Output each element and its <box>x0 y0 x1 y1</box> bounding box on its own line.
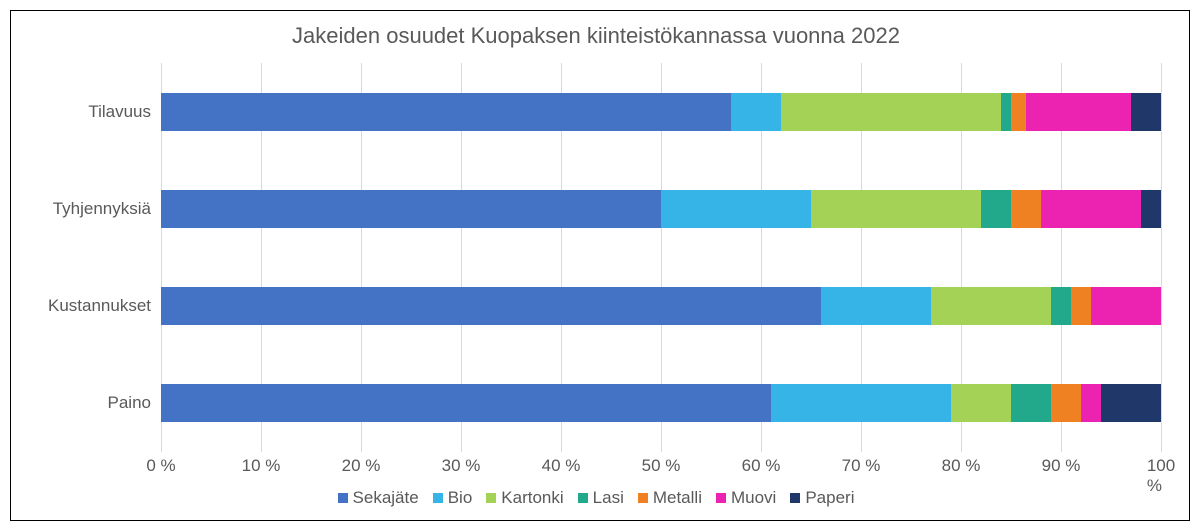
y-axis-labels: Tilavuus Tyhjennyksiä Kustannukset Paino <box>31 63 161 452</box>
y-axis-label: Tyhjennyksiä <box>31 199 151 219</box>
bar-segment <box>771 384 951 422</box>
bar-segment <box>1131 93 1161 131</box>
legend-swatch <box>433 493 443 503</box>
x-axis-spacer <box>31 456 161 480</box>
bar-segment <box>731 93 781 131</box>
bar-row <box>161 93 1161 131</box>
legend-item: Paperi <box>790 488 854 508</box>
bar-segment <box>1011 190 1041 228</box>
bar-segment <box>811 190 981 228</box>
legend-item: Muovi <box>716 488 776 508</box>
legend-swatch <box>578 493 588 503</box>
bar-segment <box>981 190 1011 228</box>
legend-label: Sekajäte <box>353 488 419 508</box>
chart-frame: Jakeiden osuudet Kuopaksen kiinteistökan… <box>10 10 1190 521</box>
bars-region <box>161 63 1161 452</box>
plot-area: Tilavuus Tyhjennyksiä Kustannukset Paino <box>31 63 1161 452</box>
y-axis-label: Paino <box>31 393 151 413</box>
y-axis-label: Kustannukset <box>31 296 151 316</box>
legend-label: Paperi <box>805 488 854 508</box>
bar-segment <box>1091 287 1161 325</box>
bar-row <box>161 190 1161 228</box>
x-axis-tick: 50 % <box>642 456 681 476</box>
x-axis-tick: 100 % <box>1147 456 1175 496</box>
bar-segment <box>161 93 731 131</box>
bar-segment <box>1041 190 1141 228</box>
bar-segment <box>1081 384 1101 422</box>
x-axis-tick: 70 % <box>842 456 881 476</box>
bar-segment <box>1141 190 1161 228</box>
chart-title: Jakeiden osuudet Kuopaksen kiinteistökan… <box>31 23 1161 49</box>
bar-segment <box>781 93 1001 131</box>
bars <box>161 63 1161 452</box>
x-axis: 0 %10 %20 %30 %40 %50 %60 %70 %80 %90 %1… <box>31 456 1161 480</box>
legend-label: Kartonki <box>501 488 563 508</box>
x-axis-tick: 80 % <box>942 456 981 476</box>
bar-segment <box>661 190 811 228</box>
bar-segment <box>931 287 1051 325</box>
plot: Tilavuus Tyhjennyksiä Kustannukset Paino 0 … <box>31 63 1161 508</box>
bar-segment <box>1026 93 1131 131</box>
x-axis-tick: 0 % <box>146 456 175 476</box>
legend-swatch <box>790 493 800 503</box>
x-axis-tick: 20 % <box>342 456 381 476</box>
bar-segment <box>951 384 1011 422</box>
bar-segment <box>1051 384 1081 422</box>
legend-label: Muovi <box>731 488 776 508</box>
bar-segment <box>161 384 771 422</box>
bar-segment <box>161 287 821 325</box>
x-axis-tick: 10 % <box>242 456 281 476</box>
legend-swatch <box>716 493 726 503</box>
legend-label: Bio <box>448 488 473 508</box>
bar-segment <box>1071 287 1091 325</box>
legend-item: Lasi <box>578 488 624 508</box>
legend-swatch <box>338 493 348 503</box>
bar-row <box>161 384 1161 422</box>
legend-item: Sekajäte <box>338 488 419 508</box>
legend-swatch <box>486 493 496 503</box>
gridline <box>1161 63 1162 452</box>
x-axis-tick: 30 % <box>442 456 481 476</box>
legend-item: Kartonki <box>486 488 563 508</box>
bar-segment <box>1001 93 1011 131</box>
legend-swatch <box>638 493 648 503</box>
legend-label: Metalli <box>653 488 702 508</box>
bar-row <box>161 287 1161 325</box>
x-axis-tick: 90 % <box>1042 456 1081 476</box>
legend-item: Metalli <box>638 488 702 508</box>
bar-segment <box>1011 384 1051 422</box>
x-axis-tick: 40 % <box>542 456 581 476</box>
y-axis-label: Tilavuus <box>31 102 151 122</box>
bar-segment <box>821 287 931 325</box>
bar-segment <box>1051 287 1071 325</box>
legend-label: Lasi <box>593 488 624 508</box>
bar-segment <box>1101 384 1161 422</box>
legend: Sekajäte Bio Kartonki Lasi Metalli Muovi Paper… <box>31 488 1161 508</box>
bar-segment <box>1011 93 1026 131</box>
x-axis-ticks: 0 %10 %20 %30 %40 %50 %60 %70 %80 %90 %1… <box>161 456 1161 480</box>
bar-segment <box>161 190 661 228</box>
legend-item: Bio <box>433 488 473 508</box>
x-axis-tick: 60 % <box>742 456 781 476</box>
